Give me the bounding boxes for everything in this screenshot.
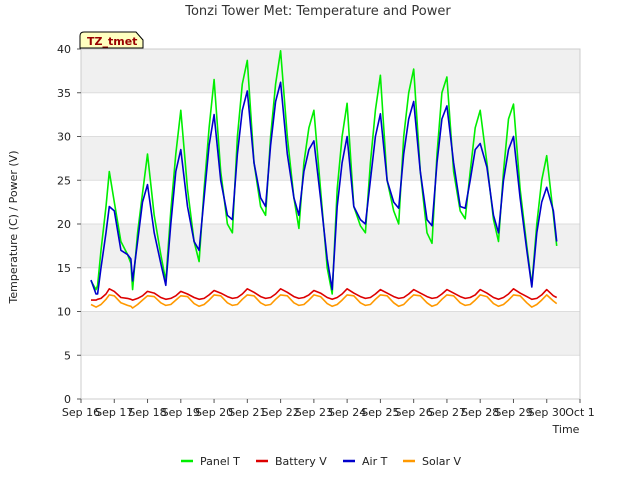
x-tick-label: Sep 30 [528,406,566,419]
legend: Panel T Battery V Air T Solar V [181,455,462,468]
x-tick-label: Sep 25 [361,406,399,419]
y-tick-label: 30 [57,131,71,144]
tag-badge: TZ_tmet [79,31,144,49]
x-tick-label: Sep 16 [62,406,100,419]
x-axis-label: Time [552,423,580,436]
y-tick-label: 15 [57,262,71,275]
x-tick-label: Sep 22 [261,406,299,419]
x-tick-label: Sep 20 [195,406,233,419]
x-tick-label: Sep 28 [461,406,499,419]
y-tick-label: 25 [57,174,71,187]
grid-band [81,49,580,93]
series-line-battery-v [91,287,558,301]
grid-band [81,136,580,181]
tag-label: TZ_tmet [87,35,137,48]
series-line-air-t [90,81,558,295]
x-tick-label: Sep 19 [162,406,200,419]
x-tick-label: Oct 1 [565,406,595,419]
x-tick-label: Sep 29 [494,406,532,419]
x-tick-label: Sep 24 [328,406,366,419]
x-tick-label: Sep 26 [395,406,433,419]
chart-title: Tonzi Tower Met: Temperature and Power [184,4,451,19]
x-tick-label: Sep 17 [95,406,133,419]
y-axis-label: Temperature (C) / Power (V) [7,150,20,304]
y-tick-label: 40 [57,43,71,56]
y-tick-label: 5 [64,349,71,362]
y-tick-label: 10 [57,306,71,319]
y-axis-ticks: 0 5 10 15 20 25 30 35 40 [57,43,81,406]
y-tick-label: 0 [64,393,71,406]
x-tick-label: Sep 27 [428,406,466,419]
legend-label-air-t: Air T [362,455,388,468]
legend-label-solar-v: Solar V [422,455,462,468]
y-tick-label: 35 [57,87,71,100]
x-tick-label: Sep 18 [128,406,166,419]
x-tick-label: Sep 21 [228,406,266,419]
legend-label-panel-t: Panel T [200,455,240,468]
grid-band [81,311,580,356]
series-lines [90,49,558,309]
x-tick-label: Sep 23 [295,406,333,419]
tag-badge-shape [79,31,144,49]
y-tick-label: 20 [57,218,71,231]
grid-band [81,224,580,268]
series-line-panel-t [90,49,558,295]
legend-label-battery-v: Battery V [275,455,327,468]
series-line-solar-v [90,294,558,309]
